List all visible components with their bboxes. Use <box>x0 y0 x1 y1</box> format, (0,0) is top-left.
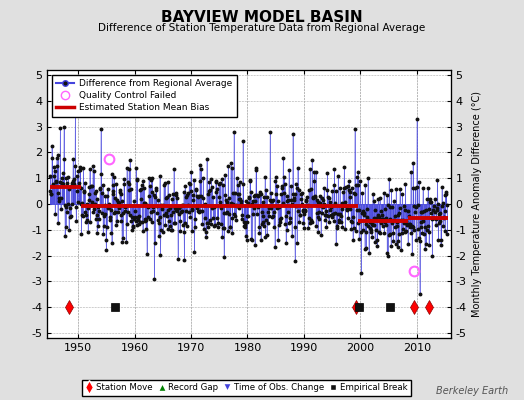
Text: BAYVIEW MODEL BASIN: BAYVIEW MODEL BASIN <box>161 10 363 25</box>
Text: Difference of Station Temperature Data from Regional Average: Difference of Station Temperature Data f… <box>99 23 425 33</box>
Y-axis label: Monthly Temperature Anomaly Difference (°C): Monthly Temperature Anomaly Difference (… <box>472 91 482 317</box>
Text: Berkeley Earth: Berkeley Earth <box>436 386 508 396</box>
Legend: Difference from Regional Average, Quality Control Failed, Estimated Station Mean: Difference from Regional Average, Qualit… <box>52 74 236 117</box>
Legend: Station Move, Record Gap, Time of Obs. Change, Empirical Break: Station Move, Record Gap, Time of Obs. C… <box>82 380 411 396</box>
